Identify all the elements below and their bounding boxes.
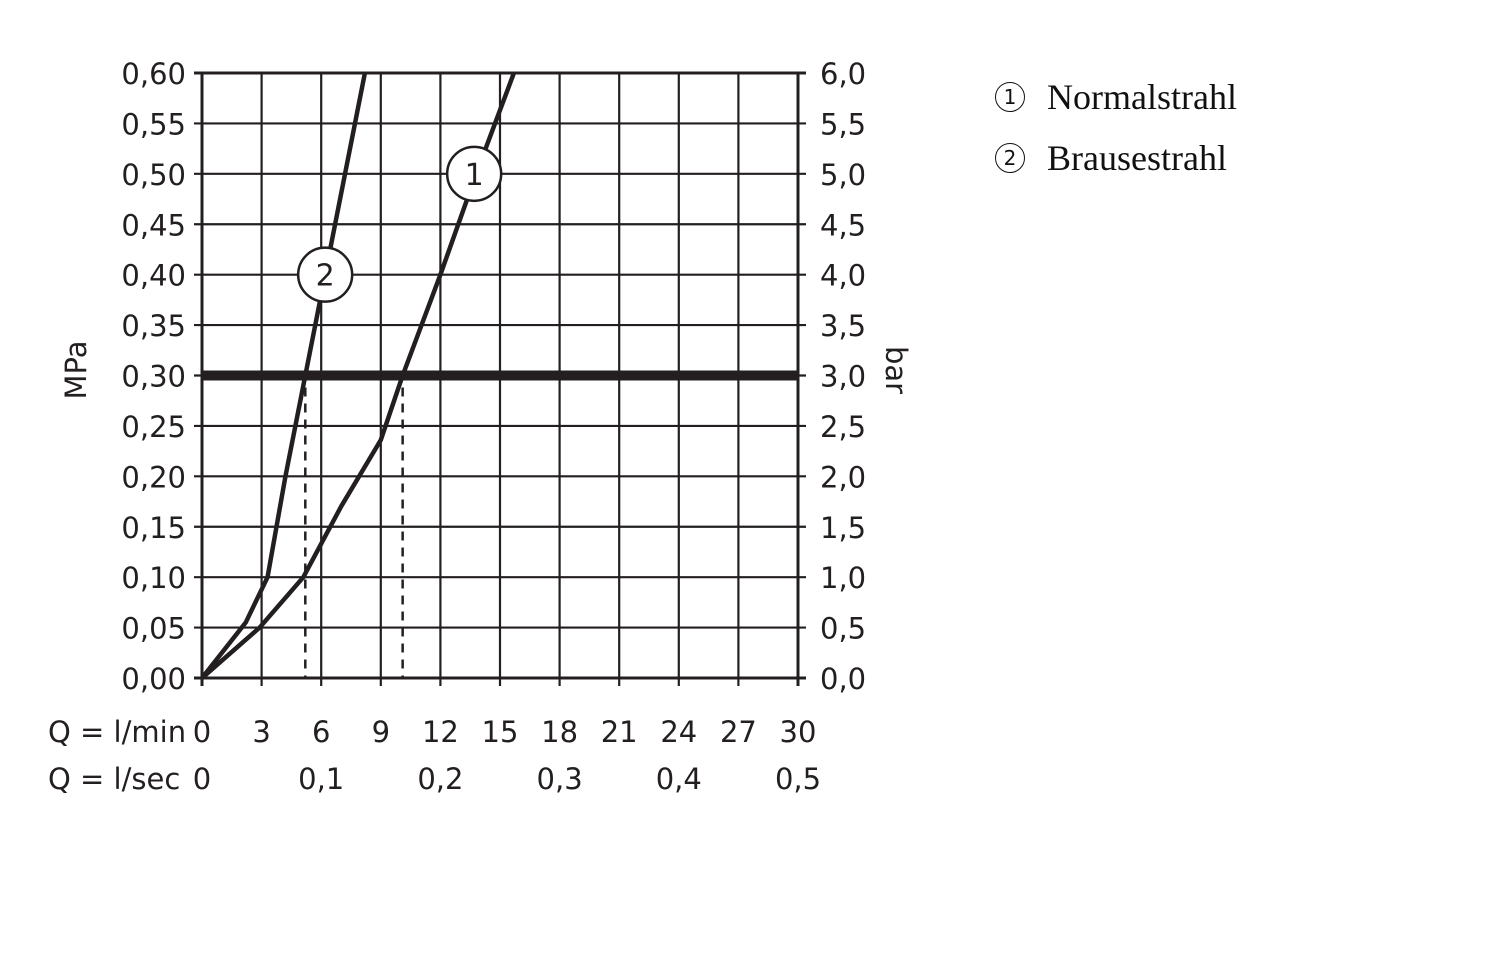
legend-label-1: Normalstrahl xyxy=(1047,76,1237,117)
series-marker-circle-1 xyxy=(445,145,503,203)
x-secondary-tick-label: 0,1 xyxy=(298,762,344,796)
y-right-tick-label: 4,5 xyxy=(820,208,866,242)
y-right-tick-label: 1,5 xyxy=(820,511,866,545)
x-secondary-axis-label: Q = l/sec xyxy=(48,762,180,796)
x-tick-label: 9 xyxy=(372,715,390,749)
y-right-tick-label: 5,5 xyxy=(820,107,866,141)
x-tick-label: 15 xyxy=(482,715,519,749)
x-tick-label: 3 xyxy=(252,715,270,749)
x-tick-label: 30 xyxy=(780,715,817,749)
y-tick-label: 0,40 xyxy=(121,259,186,293)
y-right-tick-label: 1,0 xyxy=(820,561,866,595)
series-marker-circle-2 xyxy=(296,246,354,303)
y-tick-label: 0,20 xyxy=(121,460,186,494)
y-right-tick-label: 0,0 xyxy=(820,662,866,696)
legend-item-1: 1 Normalstrahl xyxy=(995,66,1237,127)
x-secondary-tick-label: 0,5 xyxy=(775,762,821,796)
y-tick-label: 0,55 xyxy=(121,107,186,141)
x-tick-label: 18 xyxy=(541,715,578,749)
legend-number-1: 1 xyxy=(995,81,1025,112)
x-axis-label: Q = l/min xyxy=(48,715,186,749)
x-tick-label: 0 xyxy=(193,715,211,749)
x-tick-label: 24 xyxy=(660,715,697,749)
x-tick-label: 6 xyxy=(312,715,330,749)
y-tick-label: 0,25 xyxy=(121,410,186,444)
y-right-tick-label: 2,0 xyxy=(820,460,866,494)
series-line-2 xyxy=(200,72,368,680)
y-tick-label: 0,50 xyxy=(121,158,186,192)
y-right-tick-label: 0,5 xyxy=(820,612,866,646)
y-right-tick-label: 2,5 xyxy=(820,410,866,444)
legend: 1 Normalstrahl 2 Brausestrahl xyxy=(995,66,1237,188)
x-tick-label: 21 xyxy=(601,715,638,749)
legend-item-2: 2 Brausestrahl xyxy=(995,127,1237,188)
series-marker-label-2: 2 xyxy=(316,259,335,294)
y-right-tick-label: 3,5 xyxy=(820,309,866,343)
y-right-tick-label: 6,0 xyxy=(820,57,866,91)
x-tick-label: 12 xyxy=(422,715,459,749)
legend-number-2: 2 xyxy=(995,142,1025,173)
series-line-1 xyxy=(200,72,517,680)
y-tick-label: 0,15 xyxy=(121,511,186,545)
y-tick-label: 0,00 xyxy=(121,662,186,696)
y-tick-label: 0,30 xyxy=(121,360,186,394)
y-right-axis-label: bar xyxy=(879,346,913,394)
series-marker-label-1: 1 xyxy=(465,158,484,193)
y-right-tick-label: 5,0 xyxy=(820,158,866,192)
y-tick-label: 0,35 xyxy=(121,309,186,343)
y-right-tick-label: 4,0 xyxy=(820,259,866,293)
x-tick-label: 27 xyxy=(720,715,757,749)
y-tick-label: 0,10 xyxy=(121,561,186,595)
y-axis-label: MPa xyxy=(59,341,93,400)
y-tick-label: 0,60 xyxy=(121,57,186,91)
x-secondary-tick-label: 0,3 xyxy=(537,762,583,796)
y-tick-label: 0,05 xyxy=(121,612,186,646)
y-tick-label: 0,45 xyxy=(121,208,186,242)
x-secondary-tick-label: 0,4 xyxy=(656,762,702,796)
legend-label-2: Brausestrahl xyxy=(1047,137,1227,178)
y-right-tick-label: 3,0 xyxy=(820,360,866,394)
x-secondary-tick-label: 0 xyxy=(193,762,211,796)
x-secondary-tick-label: 0,2 xyxy=(417,762,463,796)
